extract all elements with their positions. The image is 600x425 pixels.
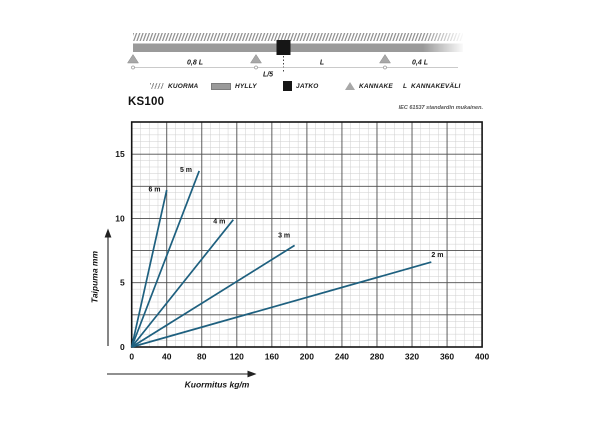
series-label-3m: 3 m <box>278 233 290 240</box>
load-hatch <box>133 33 463 41</box>
series-label-5m: 5 m <box>180 167 192 174</box>
beam-fade-overlay <box>423 31 465 54</box>
support-triangle-icon <box>127 54 139 64</box>
x-axis-label: Kuormitus kg/m <box>185 380 250 390</box>
series-label-6m: 6 m <box>148 186 160 193</box>
series-line-4m <box>131 219 234 348</box>
series-line-6m <box>130 189 168 348</box>
dimension-marker <box>131 65 135 70</box>
tray-beam <box>133 43 463 52</box>
y-tick-label: 15 <box>115 149 125 159</box>
support-triangle-icon <box>250 54 262 64</box>
joint-swatch-icon <box>283 81 292 91</box>
x-tick-label: 40 <box>162 352 172 362</box>
hatch-swatch-icon <box>150 83 164 89</box>
y-axis-label: Taipuma mm <box>90 251 100 304</box>
series-line-5m <box>130 170 200 348</box>
legend-item-kuorma: KUORMA <box>150 79 198 93</box>
x-tick-label: 400 <box>475 352 489 362</box>
x-tick-labels: 0 40 80 120 160 200 240 280 320 360 400 <box>129 352 489 362</box>
x-axis-arrow <box>107 370 257 378</box>
dimension-marker <box>254 65 258 70</box>
supports <box>127 54 391 64</box>
x-tick-label: 80 <box>197 352 207 362</box>
x-tick-label: 240 <box>335 352 349 362</box>
length-letter-icon: L <box>403 82 407 90</box>
dimension-marker <box>383 65 387 70</box>
beam-diagram: 0,8 L L/5 L 0,4 L <box>127 31 465 79</box>
y-tick-label: 0 <box>120 342 125 352</box>
y-tick-label: 10 <box>115 213 125 223</box>
tray-swatch-icon <box>211 82 231 90</box>
series-label-2m: 2 m <box>431 252 443 259</box>
series-group: 6 m 5 m 4 m 3 m 2 m <box>130 167 443 348</box>
diagram-legend: KUORMA HYLLY JATKO KANNAKE L KANNAKEVÄLI <box>125 79 493 94</box>
span-label-3: 0,4 L <box>412 60 428 67</box>
dimension-markers <box>131 65 387 70</box>
legend-label: JATKO <box>296 82 319 90</box>
legend-label: KANNAKEVÄLI <box>410 82 461 90</box>
x-tick-label: 0 <box>129 352 134 362</box>
legend-label: KUORMA <box>168 82 199 90</box>
series-line-2m <box>131 261 432 348</box>
y-tick-labels: 0 5 10 15 <box>115 149 125 352</box>
plot-border <box>130 121 483 348</box>
x-tick-label: 120 <box>230 352 244 362</box>
span-label-2: L <box>320 60 324 67</box>
series-label-4m: 4 m <box>213 219 225 226</box>
joint-offset-label: L/5 <box>263 72 273 79</box>
support-swatch-icon <box>345 82 355 90</box>
y-tick-label: 5 <box>120 278 125 288</box>
legend-label: HYLLY <box>235 82 257 90</box>
grid-major <box>131 122 483 347</box>
support-triangle-icon <box>379 54 391 64</box>
y-axis-arrow <box>104 228 112 346</box>
series-line-3m <box>131 244 296 348</box>
legend-item-jatko: JATKO <box>283 79 319 93</box>
page-title: KS100 <box>128 96 165 108</box>
joint-square <box>276 40 291 55</box>
legend-item-hylly: HYLLY <box>211 79 257 93</box>
span-label-1: 0,8 L <box>187 60 203 67</box>
x-tick-label: 200 <box>300 352 314 362</box>
x-tick-label: 280 <box>370 352 384 362</box>
legend-item-kannakevali: L KANNAKEVÄLI <box>403 79 461 93</box>
standard-note: IEC 61537 standardin mukainen. <box>398 105 483 111</box>
deflection-chart: 6 m 5 m 4 m 3 m 2 m 0 40 80 120 160 200 240 280 320 3… <box>90 121 489 390</box>
x-tick-label: 320 <box>405 352 419 362</box>
legend-item-kannake: KANNAKE <box>345 79 393 93</box>
x-tick-label: 360 <box>440 352 454 362</box>
legend-label: KANNAKE <box>359 82 393 90</box>
x-tick-label: 160 <box>265 352 279 362</box>
